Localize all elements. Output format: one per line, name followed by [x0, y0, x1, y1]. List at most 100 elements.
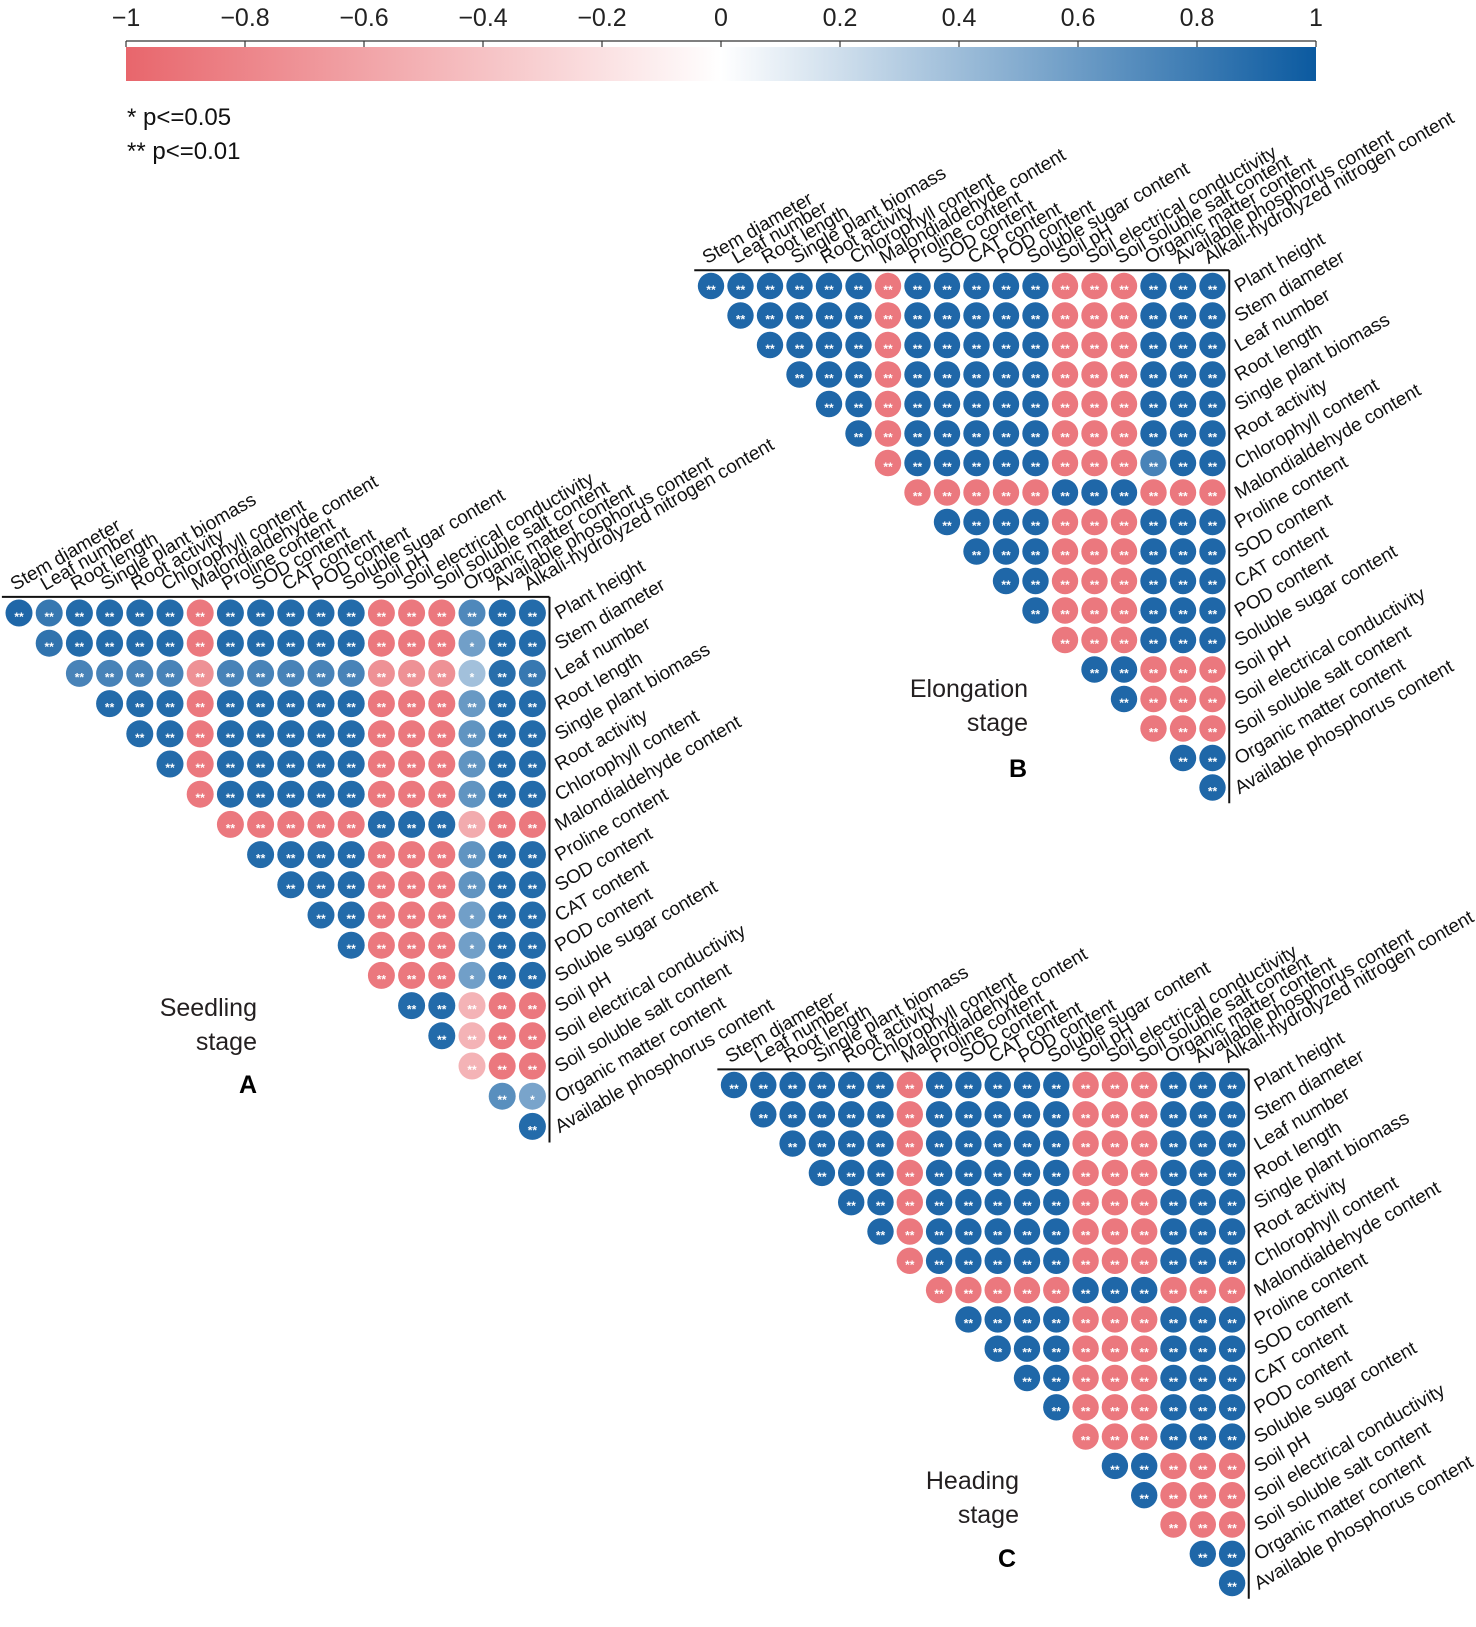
significance-mark: **	[498, 852, 508, 866]
correlation-cell	[1160, 1218, 1187, 1245]
significance-mark: **	[1198, 1551, 1208, 1565]
correlation-cell	[1051, 420, 1079, 447]
correlation-cell	[156, 720, 184, 748]
significance-mark: **	[706, 283, 716, 297]
significance-mark: **	[1208, 755, 1218, 769]
correlation-cell	[1199, 331, 1226, 359]
significance-mark: **	[1090, 313, 1100, 327]
correlation-cell	[1218, 1569, 1246, 1597]
correlation-cell	[488, 931, 516, 959]
correlation-cell	[1043, 1071, 1070, 1099]
correlation-cell	[1140, 685, 1167, 713]
significance-mark: **	[1208, 696, 1218, 710]
correlation-cell	[428, 992, 456, 1020]
correlation-cell	[1169, 508, 1197, 536]
correlation-cell	[720, 1071, 748, 1099]
significance-mark: **	[1208, 490, 1218, 504]
correlation-cell	[1189, 1335, 1217, 1362]
colorbar-tick-label: 0.4	[942, 4, 977, 32]
correlation-cell	[925, 1247, 953, 1275]
correlation-cell	[904, 390, 931, 418]
significance-mark: **	[528, 731, 538, 745]
significance-mark: **	[1169, 1258, 1179, 1272]
significance-mark: **	[1110, 1463, 1120, 1477]
significance-mark: **	[467, 1063, 477, 1077]
significance-mark: **	[528, 882, 538, 896]
significance-mark: **	[876, 1082, 886, 1096]
significance-mark: **	[913, 460, 923, 474]
significance-mark: **	[467, 882, 477, 896]
correlation-cell	[1131, 1452, 1158, 1480]
significance-mark: **	[377, 852, 387, 866]
correlation-cell	[458, 629, 486, 657]
significance-mark: **	[316, 912, 326, 926]
significance-mark: **	[528, 761, 538, 775]
correlation-cell	[156, 599, 184, 627]
significance-mark: **	[1227, 1463, 1237, 1477]
significance-mark: **	[847, 1141, 857, 1155]
correlation-cell	[1072, 1394, 1099, 1421]
correlation-cell	[126, 659, 154, 687]
correlation-cell	[96, 690, 124, 718]
significance-mark: **	[913, 431, 923, 445]
significance-mark: **	[498, 1063, 508, 1077]
significance-mark: **	[942, 490, 952, 504]
significance-mark: **	[1198, 1141, 1208, 1155]
correlation-cell	[874, 449, 902, 477]
correlation-cell	[1051, 302, 1079, 329]
significance-mark: **	[467, 852, 477, 866]
significance-mark: **	[1090, 460, 1100, 474]
significance-mark: **	[1227, 1522, 1237, 1536]
significance-mark: **	[1022, 1111, 1032, 1125]
significance-mark: **	[1169, 1316, 1179, 1330]
correlation-cell	[307, 599, 335, 627]
significance-mark: **	[498, 942, 508, 956]
correlation-cell	[1189, 1306, 1217, 1333]
correlation-cell	[1189, 1101, 1217, 1128]
correlation-cell	[428, 629, 456, 657]
significance-mark: **	[347, 701, 357, 715]
significance-mark: **	[1060, 372, 1070, 386]
correlation-cell	[896, 1218, 923, 1245]
correlation-cell	[1101, 1159, 1129, 1187]
significance-mark: **	[1022, 1229, 1032, 1243]
correlation-cell	[1169, 715, 1197, 742]
correlation-cell	[992, 420, 1020, 447]
significance-mark: **	[824, 313, 834, 327]
correlation-cell	[126, 629, 154, 657]
significance-mark: **	[528, 912, 538, 926]
correlation-cell	[1013, 1159, 1041, 1187]
significance-legend: * p<=0.05 ** p<=0.01	[127, 104, 240, 165]
correlation-cell	[808, 1130, 836, 1157]
significance-mark: **	[1090, 283, 1100, 297]
correlation-cell	[277, 750, 305, 778]
significance-mark: **	[1208, 726, 1218, 740]
significance-mark: **	[993, 1111, 1003, 1125]
correlation-cell	[458, 901, 486, 929]
significance-mark: **	[964, 1229, 974, 1243]
correlation-cell	[428, 690, 456, 718]
significance-mark: **	[1090, 342, 1100, 356]
correlation-cell	[1218, 1452, 1246, 1480]
correlation-cell	[458, 931, 486, 959]
correlation-cell	[984, 1247, 1011, 1275]
correlation-cell	[1140, 508, 1167, 536]
significance-mark: **	[1169, 1199, 1179, 1213]
significance-mark: **	[135, 610, 145, 624]
correlation-cell	[428, 659, 456, 687]
correlation-cell	[815, 302, 843, 329]
correlation-cell	[925, 1276, 953, 1304]
significance-mark: **	[1110, 1111, 1120, 1125]
correlation-cell	[815, 361, 843, 388]
significance-mark: **	[972, 283, 982, 297]
correlation-cell	[1189, 1218, 1217, 1245]
significance-mark: **	[316, 701, 326, 715]
correlation-cell	[337, 871, 365, 899]
correlation-cell	[337, 629, 365, 657]
correlation-cell	[1110, 420, 1138, 447]
correlation-cell	[1081, 331, 1108, 359]
significance-mark: **	[1031, 313, 1041, 327]
correlation-cell	[1140, 331, 1167, 359]
correlation-cell	[1043, 1189, 1070, 1216]
correlation-cell	[307, 901, 335, 929]
